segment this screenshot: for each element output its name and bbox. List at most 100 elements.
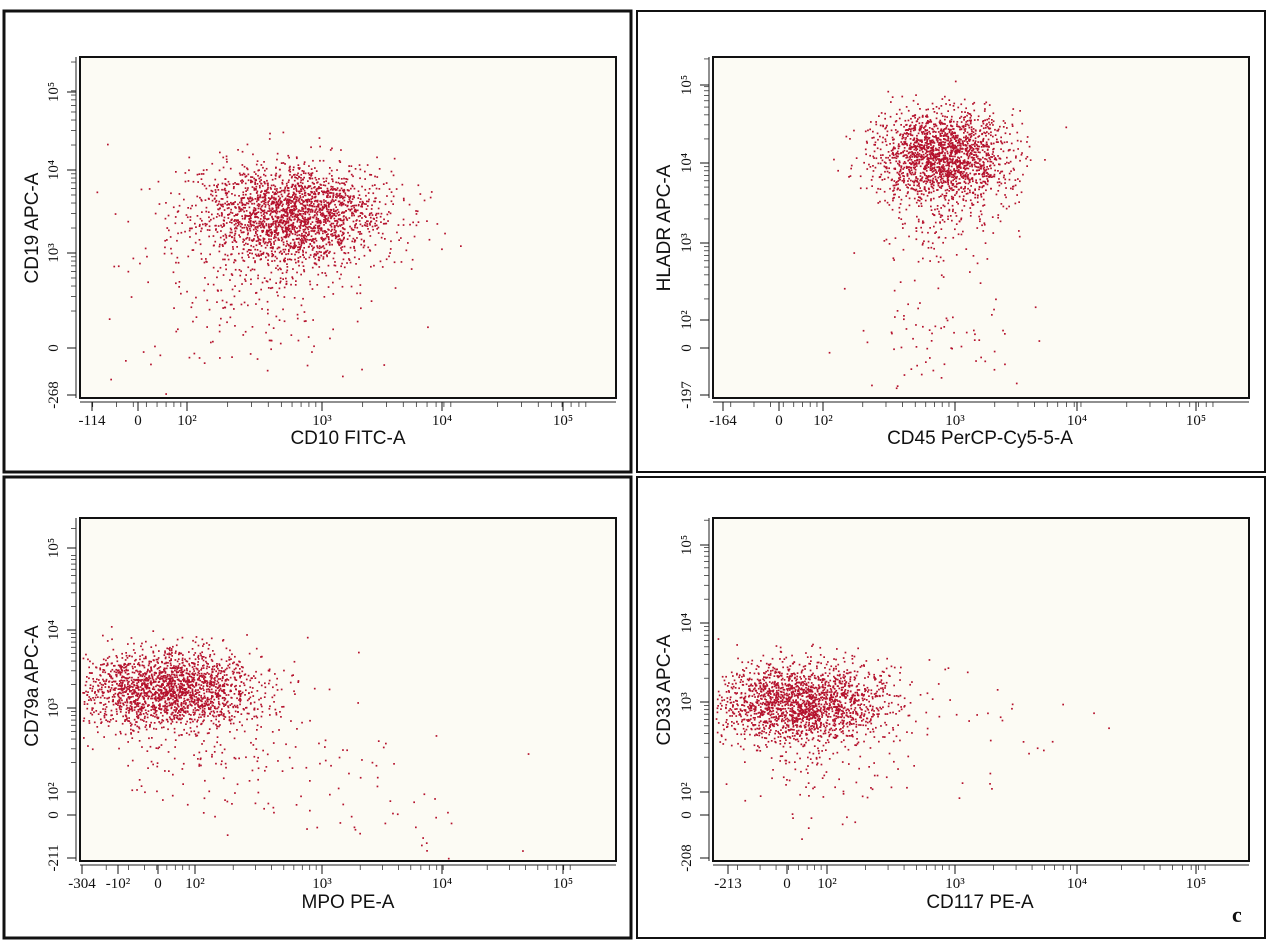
event-dot	[870, 179, 873, 181]
event-dot	[280, 236, 283, 239]
event-dot	[970, 211, 972, 214]
event-dot	[1019, 180, 1021, 183]
event-dot	[969, 119, 972, 122]
event-dot	[964, 116, 966, 118]
event-dot	[299, 190, 301, 193]
event-dot	[351, 212, 353, 215]
event-dot	[360, 243, 363, 246]
event-dot	[281, 181, 284, 184]
event-dot	[264, 204, 267, 206]
event-dot	[305, 251, 307, 254]
event-dot	[217, 183, 219, 186]
event-dot	[295, 196, 298, 199]
event-dot	[225, 241, 227, 244]
event-dot	[906, 135, 909, 137]
event-dot	[266, 280, 269, 283]
event-dot	[314, 211, 316, 213]
event-dot	[284, 228, 287, 230]
event-dot	[897, 187, 900, 190]
event-dot	[417, 221, 420, 223]
event-dot	[262, 196, 265, 199]
event-dot	[375, 212, 378, 215]
event-dot	[887, 176, 890, 179]
event-dot	[987, 173, 990, 176]
event-dot	[201, 219, 203, 222]
event-dot	[352, 195, 354, 198]
event-dot	[207, 283, 209, 286]
event-dot	[972, 148, 975, 151]
event-dot	[292, 191, 295, 194]
event-dot	[299, 227, 302, 229]
event-dot	[291, 205, 293, 208]
event-dot	[922, 171, 924, 174]
event-dot	[139, 679, 142, 681]
event-dot	[252, 212, 254, 214]
event-dot	[264, 169, 266, 172]
event-dot	[954, 155, 956, 158]
event-dot	[377, 212, 380, 215]
event-dot	[309, 254, 312, 256]
event-dot	[216, 185, 218, 187]
x-tick-label: -10²	[106, 876, 131, 892]
event-dot	[965, 150, 968, 152]
event-dot	[199, 243, 202, 246]
event-dot	[913, 145, 916, 148]
event-dot	[307, 208, 310, 211]
event-dot	[895, 184, 898, 186]
event-dot	[905, 137, 907, 139]
event-dot	[306, 223, 309, 225]
event-dot	[927, 120, 929, 122]
event-dot	[926, 164, 928, 167]
event-dot	[947, 215, 949, 218]
event-dot	[333, 228, 336, 231]
event-dot	[986, 123, 988, 125]
event-dot	[967, 167, 970, 170]
event-dot	[331, 215, 334, 217]
event-dot	[247, 187, 249, 189]
event-dot	[223, 219, 225, 222]
event-dot	[929, 179, 932, 182]
event-dot	[967, 112, 969, 114]
event-dot	[349, 208, 352, 211]
event-dot	[987, 175, 990, 178]
event-dot	[325, 200, 327, 202]
event-dot	[959, 159, 961, 162]
event-dot	[223, 224, 226, 226]
event-dot	[279, 342, 282, 345]
event-dot	[304, 194, 307, 197]
event-dot	[277, 216, 280, 219]
event-dot	[978, 158, 981, 160]
event-dot	[969, 199, 972, 202]
event-dot	[924, 152, 927, 155]
event-dot	[187, 180, 190, 182]
event-dot	[965, 121, 968, 123]
event-dot	[203, 289, 206, 292]
event-dot	[268, 240, 271, 243]
event-dot	[930, 144, 932, 146]
event-dot	[950, 173, 953, 176]
event-dot	[242, 206, 245, 209]
event-dot	[189, 207, 192, 210]
event-dot	[280, 219, 282, 222]
event-dot	[941, 115, 944, 117]
event-dot	[943, 168, 946, 170]
event-dot	[282, 209, 284, 212]
event-dot	[366, 164, 369, 166]
event-dot	[906, 129, 908, 131]
event-dot	[923, 139, 926, 141]
event-dot	[336, 235, 339, 238]
event-dot	[922, 193, 925, 196]
event-dot	[232, 202, 235, 204]
event-dot	[272, 218, 275, 221]
event-dot	[913, 167, 916, 170]
event-dot	[209, 655, 211, 658]
event-dot	[970, 114, 972, 117]
event-dot	[368, 188, 371, 190]
event-dot	[914, 166, 916, 168]
event-dot	[218, 169, 221, 172]
event-dot	[267, 197, 270, 199]
event-dot	[345, 210, 347, 212]
event-dot	[258, 220, 261, 223]
event-dot	[945, 127, 947, 130]
event-dot	[320, 229, 322, 232]
